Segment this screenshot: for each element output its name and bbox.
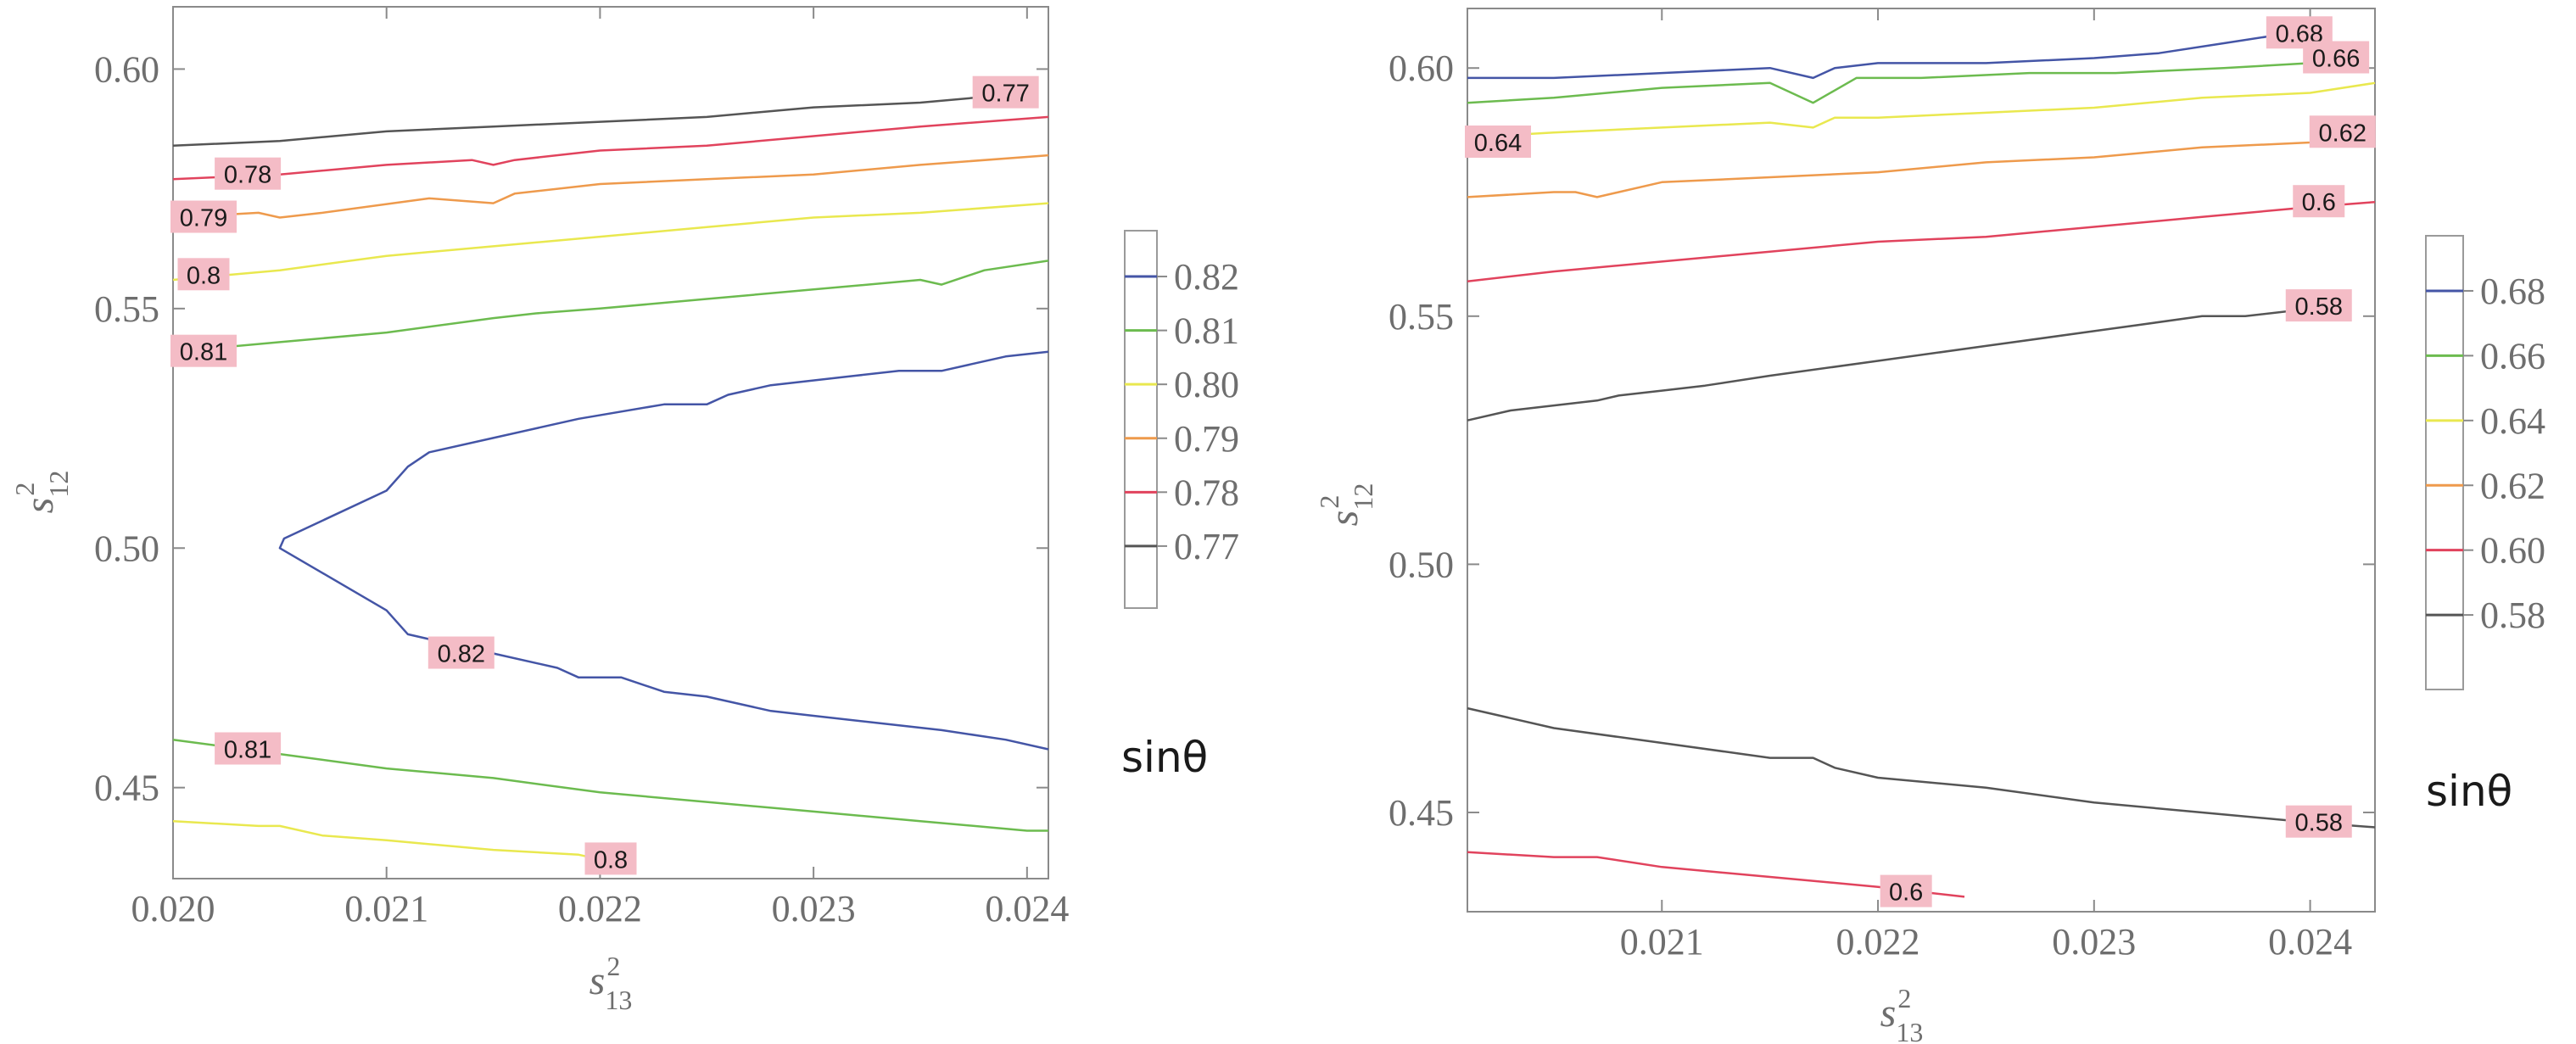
contour-label: 0.58 <box>2295 293 2343 321</box>
x-tick-label: 0.024 <box>985 888 1069 930</box>
contour-line-0.66 <box>1467 57 2354 104</box>
contour-label-bg <box>2285 805 2352 838</box>
y-tick-label: 0.60 <box>94 48 159 90</box>
contour-line-0.81 <box>172 260 1049 353</box>
contour-label-bg <box>972 75 1039 109</box>
y-tick-label: 0.45 <box>1389 792 1454 834</box>
contour-label: 0.77 <box>981 81 1029 108</box>
x-axis-title: s2 13 <box>590 951 633 1015</box>
contour-label: 0.82 <box>438 641 485 668</box>
legend-box <box>2425 235 2464 690</box>
legend-label: 0.82 <box>1174 256 1239 298</box>
contour-line-0.80 <box>172 819 601 861</box>
contour-line-0.79 <box>172 154 1049 219</box>
contour-label-bg <box>1880 874 1932 907</box>
contour-label: 0.64 <box>1474 130 1522 157</box>
contour-label-bg <box>215 732 282 765</box>
x-tick-label: 0.020 <box>131 888 215 930</box>
legend-label: 0.81 <box>1174 310 1239 352</box>
y-axis-title-group: s2 12 <box>1314 483 1378 527</box>
y-tick-label: 0.45 <box>94 768 159 809</box>
contour-line-0.58 <box>1467 304 2333 422</box>
x-tick-label: 0.021 <box>1620 921 1704 963</box>
legend-label: 0.77 <box>1174 526 1239 567</box>
y-axis-title: s2 12 <box>1314 483 1378 527</box>
contour-plot-left: 0.020 0.021 0.022 0.023 0.024 0.45 0.50 0.55 0.6… <box>9 6 1239 1015</box>
contour-label-bg <box>170 334 237 367</box>
contour-line-0.81 <box>172 738 1048 832</box>
legend-title: sinθ <box>2426 767 2512 816</box>
contour-label: 0.58 <box>2295 810 2343 837</box>
plot-frame <box>172 6 1049 879</box>
y-tick-label: 0.60 <box>1389 47 1454 89</box>
contour-line-0.62 <box>1467 131 2376 198</box>
contour-label: 0.8 <box>187 262 221 289</box>
contour-line-0.68 <box>1467 32 2289 80</box>
x-axis-title: s2 13 <box>1880 983 1924 1044</box>
legend-box <box>1124 230 1158 609</box>
plot-frame <box>1467 8 2376 913</box>
legend-title: sinθ <box>1121 733 1208 782</box>
contour-label: 0.79 <box>180 205 227 232</box>
contour-label: 0.81 <box>180 339 227 366</box>
contour-label-bg <box>2293 185 2345 218</box>
contour-label: 0.8 <box>594 846 628 874</box>
legend-label: 0.66 <box>2480 335 2545 377</box>
legend-label: 0.80 <box>1174 364 1239 405</box>
contour-line-0.80 <box>172 202 1049 282</box>
contour-label-bg <box>177 258 230 291</box>
contour-line-0.77 <box>172 92 1027 148</box>
contour-label: 0.78 <box>224 162 271 189</box>
legend-label: 0.60 <box>2480 530 2545 572</box>
y-tick-label: 0.50 <box>94 528 159 569</box>
contour-label-bg <box>2303 41 2370 74</box>
contour-label-bg <box>427 636 495 669</box>
legend-label: 0.79 <box>1174 418 1239 460</box>
x-tick-label: 0.023 <box>772 888 856 930</box>
legend-label: 0.64 <box>2480 400 2545 442</box>
contour-label-bg <box>170 200 237 233</box>
contour-line-0.58 <box>1467 706 2376 829</box>
contour-label-bg <box>584 842 637 875</box>
legend-label: 0.78 <box>1174 472 1239 513</box>
x-tick-label: 0.024 <box>2268 921 2352 963</box>
x-tick-label: 0.022 <box>1836 921 1920 963</box>
x-tick-label: 0.023 <box>2052 921 2136 963</box>
contour-label: 0.66 <box>2312 46 2360 73</box>
contour-label: 0.6 <box>2302 189 2336 216</box>
x-tick-label: 0.022 <box>558 888 642 930</box>
y-axis-title: s2 12 <box>9 471 74 514</box>
contour-label-bg <box>215 157 282 190</box>
contour-line-0.64 <box>1467 81 2376 139</box>
contour-line-0.82 <box>278 350 1049 751</box>
contour-line-0.60 <box>1467 200 2376 283</box>
x-tick-label: 0.021 <box>344 888 428 930</box>
contour-label-bg <box>2309 115 2376 148</box>
contour-label-bg <box>2285 289 2352 322</box>
contour-label: 0.6 <box>1889 879 1923 907</box>
legend-label: 0.62 <box>2480 465 2545 506</box>
contour-label: 0.62 <box>2319 120 2366 147</box>
y-tick-label: 0.55 <box>1389 296 1454 338</box>
contour-label-bg <box>1465 125 1531 158</box>
y-axis-title-group: s2 12 <box>9 471 74 514</box>
contour-label: 0.81 <box>224 736 271 763</box>
contour-line-0.78 <box>172 115 1049 181</box>
y-tick-label: 0.50 <box>1389 544 1454 585</box>
contour-plot-right: 0.021 0.022 0.023 0.024 0.45 0.50 0.55 0.60 0.68… <box>1314 8 2545 1044</box>
y-tick-label: 0.55 <box>94 288 159 330</box>
legend-label: 0.58 <box>2480 595 2545 636</box>
legend-label: 0.68 <box>2480 271 2545 312</box>
